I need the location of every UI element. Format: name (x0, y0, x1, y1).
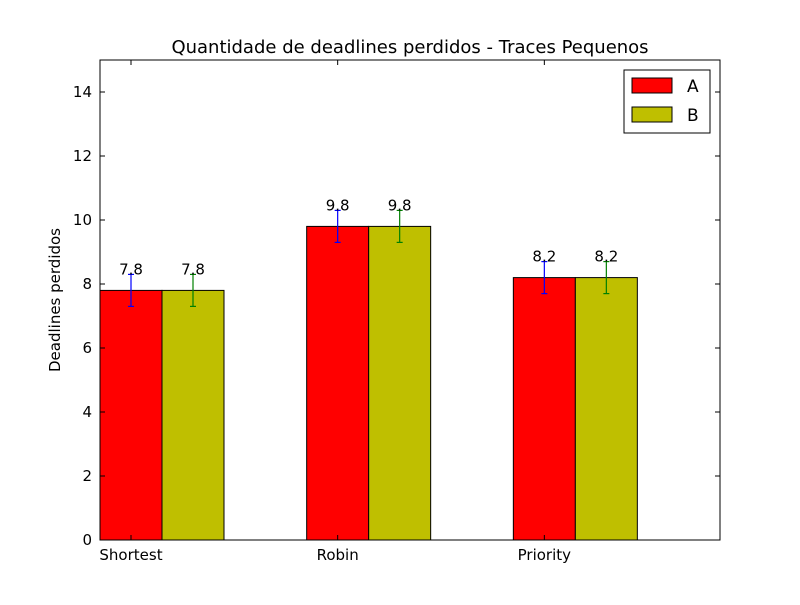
data-label-a-robin: 9.8 (326, 196, 350, 214)
bar-a-shortest (99, 289, 163, 541)
y-tick-label-2: 2 (82, 467, 92, 485)
error-bar-b-priority (603, 261, 610, 295)
y-axis-label: Deadlines perdidos (46, 228, 64, 372)
bars-layer (99, 225, 638, 541)
legend-swatch-b (631, 106, 673, 123)
error-bar-a-priority (541, 261, 548, 295)
x-tick-label-shortest: Shortest (99, 546, 162, 564)
error-bar-a-shortest (128, 273, 134, 307)
legend-label-b: B (687, 106, 699, 126)
error-bar-b-shortest (190, 273, 196, 307)
y-tick-label-4: 4 (82, 403, 92, 421)
y-tick-label-14: 14 (73, 83, 92, 101)
data-label-b-shortest: 7.8 (181, 260, 205, 278)
legend-label-a: A (687, 77, 699, 97)
data-label-b-robin: 9.8 (388, 196, 412, 214)
data-label-a-priority: 8.2 (532, 248, 556, 266)
legend-swatch-a (631, 77, 673, 94)
chart-title: Quantidade de deadlines perdidos - Trace… (171, 37, 648, 58)
bar-b-shortest (161, 289, 225, 541)
y-tick-label-8: 8 (82, 275, 92, 293)
data-label-a-shortest: 7.8 (119, 260, 143, 278)
bar-b-robin (368, 225, 432, 541)
axes-layer: Shortest Robin Priority 0 2 4 6 8 10 12 14 (73, 59, 721, 564)
legend: AB (623, 69, 711, 134)
data-label-b-priority: 8.2 (594, 248, 618, 266)
y-tick-label-0: 0 (82, 531, 92, 549)
error-bar-a-robin (334, 209, 341, 243)
bar-a-robin (306, 225, 370, 541)
y-tick-label-10: 10 (73, 211, 92, 229)
bar-b-priority (574, 277, 638, 541)
x-tick-label-robin: Robin (317, 546, 359, 564)
y-tick-label-12: 12 (73, 147, 92, 165)
data-labels-layer: 7.8 7.8 9.8 9.8 8.2 8.2 (119, 196, 618, 278)
x-tick-label-priority: Priority (518, 546, 572, 564)
plot-frame (99, 59, 721, 541)
error-bar-b-robin (396, 209, 403, 243)
bar-a-priority (512, 277, 576, 541)
error-bars-layer (128, 209, 610, 307)
y-tick-label-6: 6 (82, 339, 92, 357)
